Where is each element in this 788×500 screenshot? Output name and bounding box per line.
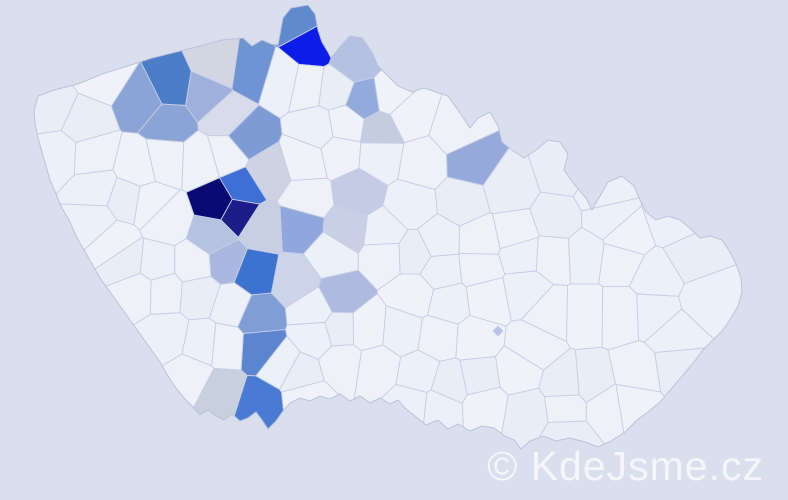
district-cell — [34, 202, 118, 367]
district-cell — [566, 283, 604, 351]
district-cell — [662, 164, 742, 285]
district-cell — [139, 237, 176, 281]
district-cell — [350, 383, 428, 449]
district-cell — [641, 5, 742, 249]
district-cell — [34, 312, 190, 449]
district-cell — [207, 135, 250, 179]
small-highlighted-district[interactable] — [492, 325, 504, 337]
district-cell — [519, 5, 731, 198]
country-border — [33, 4, 743, 450]
district-cell — [572, 5, 738, 212]
district-cell — [34, 353, 215, 449]
district-cell — [276, 177, 335, 219]
district-cell — [601, 285, 640, 351]
district-cell — [428, 5, 589, 155]
district-cell — [472, 420, 676, 449]
district-cell — [320, 136, 362, 182]
district-cell — [34, 272, 152, 446]
district-cell — [544, 394, 587, 424]
district-cell — [149, 272, 183, 315]
watermark: © KdeJsme.cz — [487, 443, 764, 489]
district-cell-highlighted-d11-north-bump-light[interactable] — [328, 0, 506, 83]
district-cell — [529, 191, 583, 239]
district-cell — [211, 322, 244, 371]
